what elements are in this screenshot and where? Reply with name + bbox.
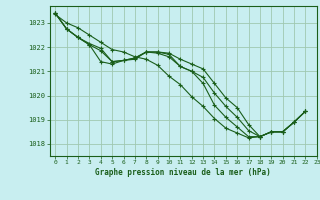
X-axis label: Graphe pression niveau de la mer (hPa): Graphe pression niveau de la mer (hPa) xyxy=(95,168,271,177)
